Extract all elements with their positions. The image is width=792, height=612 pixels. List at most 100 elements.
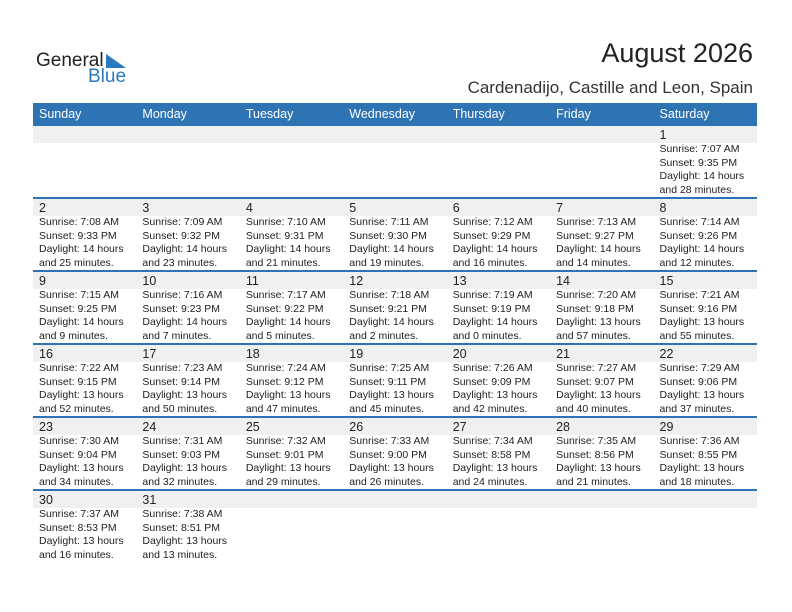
day-number: 20 (452, 347, 467, 361)
day-number: 19 (349, 347, 364, 361)
empty-cell (343, 491, 446, 562)
sunset-text: Sunset: 8:56 PM (556, 448, 634, 461)
calendar: Sunday Monday Tuesday Wednesday Thursday Frid… (33, 103, 757, 562)
minutes-text: and 14 minutes. (556, 256, 631, 269)
day-number: 8 (659, 201, 667, 215)
week-row: 9 Sunrise: 7:15 AM Sunset: 9:25 PM Daylight… (33, 272, 757, 345)
daylight-text: Daylight: 13 hours (245, 462, 331, 474)
minutes-text: and 19 minutes. (349, 256, 424, 269)
daylight-text: Daylight: 14 hours (39, 243, 124, 255)
logo-general: General (36, 50, 104, 71)
sunrise-text: Sunrise: 7:19 AM (452, 289, 533, 301)
day-cell: 15 Sunrise: 7:21 AM Sunset: 9:16 PM Dayligh… (654, 272, 757, 343)
day-number-band (33, 199, 757, 216)
daylight-text: Daylight: 14 hours (142, 316, 228, 328)
sunset-text: Sunset: 9:03 PM (142, 448, 221, 461)
sunset-text: Sunset: 8:53 PM (39, 521, 117, 534)
sunset-text: Sunset: 9:16 PM (659, 302, 738, 315)
week-row: 2 Sunrise: 7:08 AM Sunset: 9:33 PM Daylight… (33, 199, 757, 272)
sunrise-text: Sunrise: 7:12 AM (452, 216, 533, 228)
daylight-text: Daylight: 13 hours (142, 389, 228, 401)
day-number: 26 (349, 420, 364, 434)
sunset-text: Sunset: 9:21 PM (349, 302, 427, 315)
minutes-text: and 29 minutes. (245, 475, 321, 488)
day-cell: 3 Sunrise: 7:09 AM Sunset: 9:32 PM Daylight… (136, 199, 239, 270)
day-number: 22 (659, 347, 674, 361)
week-row: 1 Sunrise: 7:07 AM Sunset: 9:35 PM Daylight… (33, 126, 757, 199)
day-cell: 19 Sunrise: 7:25 AM Sunset: 9:11 PM Dayligh… (343, 345, 446, 416)
day-number: 21 (556, 347, 571, 361)
weekday-monday: Monday (142, 107, 187, 121)
minutes-text: and 26 minutes. (349, 475, 424, 488)
day-number: 11 (245, 274, 259, 288)
daylight-text: Daylight: 13 hours (142, 535, 228, 547)
daylight-text: Daylight: 13 hours (39, 535, 124, 547)
minutes-text: and 9 minutes. (39, 329, 108, 342)
sunset-text: Sunset: 9:35 PM (659, 156, 738, 169)
day-number: 1 (659, 128, 667, 142)
day-cell: 16 Sunrise: 7:22 AM Sunset: 9:15 PM Dayligh… (33, 345, 136, 416)
day-number: 16 (39, 347, 53, 361)
day-number: 15 (659, 274, 674, 288)
sunrise-text: Sunrise: 7:26 AM (452, 362, 533, 374)
daylight-text: Daylight: 14 hours (556, 243, 641, 255)
daylight-text: Daylight: 13 hours (659, 462, 745, 474)
sunset-text: Sunset: 9:06 PM (659, 375, 738, 388)
day-number: 10 (142, 274, 157, 288)
minutes-text: and 37 minutes. (659, 402, 735, 415)
sunrise-text: Sunrise: 7:09 AM (142, 216, 223, 228)
empty-cell (240, 126, 343, 197)
weekday-thursday: Thursday (452, 107, 505, 121)
sunrise-text: Sunrise: 7:35 AM (556, 435, 637, 447)
daylight-text: Daylight: 13 hours (349, 389, 434, 401)
day-cell: 29 Sunrise: 7:36 AM Sunset: 8:55 PM Dayligh… (654, 418, 757, 489)
day-cell: 18 Sunrise: 7:24 AM Sunset: 9:12 PM Dayligh… (240, 345, 343, 416)
daylight-text: Daylight: 13 hours (659, 316, 745, 328)
logo-blue: Blue (88, 66, 127, 87)
sunrise-text: Sunrise: 7:36 AM (659, 435, 740, 447)
daylight-text: Daylight: 14 hours (659, 243, 745, 255)
minutes-text: and 0 minutes. (452, 329, 522, 342)
sunset-text: Sunset: 9:31 PM (245, 229, 324, 242)
sunset-text: Sunset: 9:27 PM (556, 229, 634, 242)
minutes-text: and 13 minutes. (142, 548, 218, 561)
minutes-text: and 32 minutes. (142, 475, 218, 488)
sunrise-text: Sunrise: 7:24 AM (245, 362, 326, 374)
daylight-text: Daylight: 13 hours (39, 389, 124, 401)
day-cell: 23 Sunrise: 7:30 AM Sunset: 9:04 PM Dayligh… (33, 418, 136, 489)
day-number: 28 (556, 420, 571, 434)
day-number: 31 (142, 493, 157, 507)
sunrise-text: Sunrise: 7:29 AM (659, 362, 740, 374)
day-cell: 30 Sunrise: 7:37 AM Sunset: 8:53 PM Dayligh… (33, 491, 136, 562)
daylight-text: Daylight: 13 hours (659, 389, 745, 401)
day-number: 6 (452, 201, 460, 215)
daylight-text: Daylight: 13 hours (452, 389, 538, 401)
minutes-text: and 12 minutes. (659, 256, 735, 269)
weekday-saturday: Saturday (659, 107, 710, 121)
minutes-text: and 47 minutes. (245, 402, 321, 415)
day-cell: 17 Sunrise: 7:23 AM Sunset: 9:14 PM Dayligh… (136, 345, 239, 416)
minutes-text: and 55 minutes. (659, 329, 735, 342)
day-cell: 13 Sunrise: 7:19 AM Sunset: 9:19 PM Dayligh… (447, 272, 550, 343)
empty-cell (33, 126, 136, 197)
sunset-text: Sunset: 9:14 PM (142, 375, 221, 388)
minutes-text: and 7 minutes. (142, 329, 212, 342)
sunrise-text: Sunrise: 7:21 AM (659, 289, 740, 301)
minutes-text: and 5 minutes. (245, 329, 315, 342)
sunset-text: Sunset: 9:23 PM (142, 302, 221, 315)
sunset-text: Sunset: 9:18 PM (556, 302, 634, 315)
day-number: 23 (39, 420, 53, 434)
empty-cell (136, 126, 239, 197)
empty-cell (550, 126, 653, 197)
day-cell: 31 Sunrise: 7:38 AM Sunset: 8:51 PM Dayligh… (136, 491, 239, 562)
week-row: 30 Sunrise: 7:37 AM Sunset: 8:53 PM Dayligh… (33, 491, 757, 562)
daylight-text: Daylight: 14 hours (142, 243, 228, 255)
day-number-band (33, 491, 757, 508)
sunset-text: Sunset: 8:55 PM (659, 448, 738, 461)
logo: General Blue (36, 50, 136, 90)
sunset-text: Sunset: 9:19 PM (452, 302, 531, 315)
day-cell: 1 Sunrise: 7:07 AM Sunset: 9:35 PM Daylight… (654, 126, 757, 197)
minutes-text: and 18 minutes. (659, 475, 735, 488)
minutes-text: and 21 minutes. (556, 475, 631, 488)
sunset-text: Sunset: 9:22 PM (245, 302, 324, 315)
